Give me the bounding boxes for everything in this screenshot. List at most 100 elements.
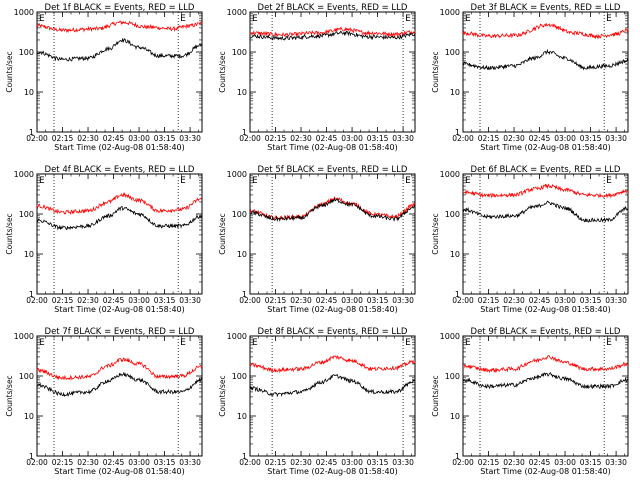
x-tick-label: 02:30 <box>77 458 99 467</box>
x-tick-label: 02:30 <box>77 134 99 143</box>
y-tick-label: 10 <box>450 88 460 97</box>
panel-title: Det 7f BLACK = Events, RED = LLD <box>45 327 195 337</box>
x-tick-label: 02:15 <box>265 134 287 143</box>
plot-frame <box>36 11 203 133</box>
x-tick-label: 02:15 <box>265 296 287 305</box>
y-tick-label: 1 <box>242 452 247 461</box>
y-tick-label: 10 <box>237 412 247 421</box>
y-axis-label: Counts/sec <box>431 375 440 416</box>
y-axis-label: Counts/sec <box>218 375 227 416</box>
x-tick-label: 02:00 <box>239 296 261 305</box>
series-line-lld-red <box>36 192 203 215</box>
series-line-lld-red <box>462 183 629 199</box>
y-tick-label: 100 <box>445 372 460 381</box>
x-tick-label: 02:45 <box>103 458 125 467</box>
x-axis-label: Start Time (02-Aug-08 01:58:40) <box>480 143 611 152</box>
x-tick-label: 02:00 <box>239 458 261 467</box>
y-tick-label: 1000 <box>14 8 34 17</box>
x-tick-label: 02:00 <box>452 458 474 467</box>
y-tick-label: 1 <box>455 128 460 137</box>
panel-title: Det 8f BLACK = Events, RED = LLD <box>258 327 408 337</box>
x-axis-label: Start Time (02-Aug-08 01:58:40) <box>54 467 185 476</box>
y-tick-label: 1 <box>29 128 34 137</box>
x-tick-label: 03:15 <box>154 296 176 305</box>
panel-title: Det 5f BLACK = Events, RED = LLD <box>258 165 408 175</box>
x-tick-label: 02:30 <box>503 134 525 143</box>
y-axis-label: Counts/sec <box>218 213 227 254</box>
y-tick-label: 1 <box>29 452 34 461</box>
x-axis-label: Start Time (02-Aug-08 01:58:40) <box>480 467 611 476</box>
y-tick-label: 100 <box>445 48 460 57</box>
plot-frame <box>36 335 203 457</box>
series-line-events-black <box>36 371 203 398</box>
y-tick-label: 1000 <box>440 332 460 341</box>
panel-letter-right: E <box>606 338 612 348</box>
y-tick-label: 1000 <box>440 170 460 179</box>
y-tick-label: 1000 <box>14 170 34 179</box>
x-tick-label: 03:00 <box>554 458 576 467</box>
series-line-lld-red <box>462 355 629 374</box>
y-tick-label: 1 <box>242 290 247 299</box>
y-tick-label: 1 <box>455 452 460 461</box>
y-axis-label: Counts/sec <box>5 51 14 92</box>
panel-letter-left: E <box>252 338 258 348</box>
x-tick-label: 02:30 <box>290 296 312 305</box>
y-axis-label: Counts/sec <box>218 51 227 92</box>
x-tick-label: 02:15 <box>52 134 74 143</box>
panel-title: Det 1f BLACK = Events, RED = LLD <box>45 3 195 13</box>
y-tick-label: 100 <box>232 48 247 57</box>
y-axis-label: Counts/sec <box>5 375 14 416</box>
panel-letter-left: E <box>465 14 471 24</box>
series-line-lld-red <box>36 20 203 34</box>
x-tick-label: 02:45 <box>529 296 551 305</box>
x-tick-label: 03:00 <box>554 296 576 305</box>
x-tick-label: 02:45 <box>103 296 125 305</box>
x-tick-label: 03:00 <box>341 458 363 467</box>
plot-frame <box>36 173 203 295</box>
x-tick-label: 02:45 <box>103 134 125 143</box>
y-tick-label: 1 <box>242 128 247 137</box>
y-tick-label: 100 <box>19 210 34 219</box>
x-tick-label: 02:30 <box>290 458 312 467</box>
x-tick-label: 03:15 <box>367 296 389 305</box>
panel-title: Det 2f BLACK = Events, RED = LLD <box>258 3 408 13</box>
x-tick-label: 02:15 <box>478 296 500 305</box>
x-tick-label: 02:00 <box>26 296 48 305</box>
y-tick-label: 100 <box>19 372 34 381</box>
y-tick-label: 100 <box>19 48 34 57</box>
panel-letter-right: E <box>405 338 411 348</box>
x-tick-label: 03:15 <box>367 458 389 467</box>
x-tick-label: 03:00 <box>128 458 150 467</box>
x-tick-label: 02:15 <box>478 134 500 143</box>
x-axis-label: Start Time (02-Aug-08 01:58:40) <box>267 467 398 476</box>
panel-letter-left: E <box>252 14 258 24</box>
panel-letter-right: E <box>180 14 186 24</box>
x-tick-label: 03:15 <box>154 134 176 143</box>
series-line-events-black <box>249 197 416 223</box>
series-line-events-black <box>36 205 203 231</box>
y-axis-label: Counts/sec <box>5 213 14 254</box>
x-tick-label: 02:15 <box>265 458 287 467</box>
x-tick-label: 03:30 <box>392 296 414 305</box>
panel-title: Det 9f BLACK = Events, RED = LLD <box>471 327 621 337</box>
x-tick-label: 03:15 <box>580 458 602 467</box>
x-tick-label: 03:30 <box>392 458 414 467</box>
series-line-events-black <box>462 48 629 71</box>
panel-letter-right: E <box>405 176 411 186</box>
y-axis-label: Counts/sec <box>431 51 440 92</box>
panel-letter-right: E <box>405 14 411 24</box>
plot-frame <box>462 11 629 133</box>
x-tick-label: 03:00 <box>554 134 576 143</box>
x-tick-label: 02:45 <box>529 134 551 143</box>
x-tick-label: 03:30 <box>605 296 627 305</box>
y-tick-label: 1000 <box>227 332 247 341</box>
y-tick-label: 100 <box>232 372 247 381</box>
x-axis-label: Start Time (02-Aug-08 01:58:40) <box>480 305 611 314</box>
x-axis-label: Start Time (02-Aug-08 01:58:40) <box>267 305 398 314</box>
panel-title: Det 3f BLACK = Events, RED = LLD <box>471 3 621 13</box>
y-axis-label: Counts/sec <box>431 213 440 254</box>
